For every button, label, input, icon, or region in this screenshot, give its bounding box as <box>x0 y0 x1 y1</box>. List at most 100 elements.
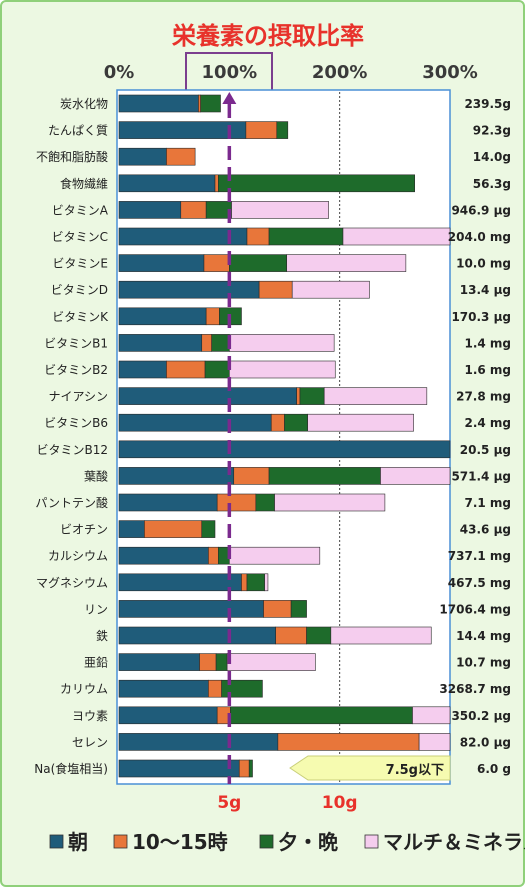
bar-segment <box>144 520 203 538</box>
bar-segment <box>276 121 289 139</box>
bar-segment <box>118 413 272 432</box>
row-label: ビタミンE <box>52 257 108 271</box>
amount-label: 737.1 mg <box>448 549 511 563</box>
bar-segment <box>203 254 230 272</box>
x-tick-labels: 0% 100% 200% 300% <box>104 62 478 83</box>
bar-segment <box>204 360 230 379</box>
bar-segment <box>274 493 386 512</box>
amount-label: 239.5g <box>464 97 511 111</box>
bar-segment <box>248 759 253 778</box>
bar-segment <box>118 653 200 671</box>
x-tick-label: 300% <box>422 62 478 83</box>
bar-segment <box>291 280 370 299</box>
bar-segment <box>226 653 316 671</box>
amount-label: 3268.7 mg <box>439 682 511 696</box>
row-label: ビタミンC <box>52 230 108 244</box>
row-label: ビタミンD <box>51 283 108 297</box>
reference-line-100 <box>222 92 237 784</box>
bar-segment <box>284 413 308 432</box>
bar-segment <box>307 413 414 432</box>
legend-swatch <box>113 834 128 849</box>
amount-label: 6.0 g <box>477 762 511 776</box>
bar-segment <box>255 493 275 512</box>
x-tick-label: 200% <box>312 62 368 83</box>
legend-swatch <box>259 834 274 849</box>
amount-label: 82.0 μg <box>460 735 511 749</box>
row-label: ビオチン <box>60 523 108 537</box>
bars <box>118 94 451 778</box>
bar-segment <box>296 387 301 405</box>
bar-segment <box>216 493 257 512</box>
bar-segment <box>215 653 228 671</box>
bar-segment <box>208 679 222 698</box>
na-axis-label: 5g <box>217 793 241 813</box>
bar-segment <box>118 147 167 166</box>
row-label: ビタミンA <box>52 203 109 217</box>
amount-labels: 239.5g 92.3g 14.0g 56.3g 946.9 μg 204.0 mg 10.… <box>439 97 511 776</box>
bar-segment <box>306 626 332 645</box>
amount-label: 10.0 mg <box>456 257 511 271</box>
amount-label: 7.1 mg <box>464 496 511 510</box>
bar-segment <box>201 520 216 538</box>
bar-segment <box>229 546 321 565</box>
bar-segment <box>118 733 279 751</box>
bar-segment <box>412 706 451 725</box>
row-label: リン <box>84 602 108 616</box>
bar-segment <box>245 121 278 139</box>
row-label: Na(食塩相当) <box>34 761 108 776</box>
row-label: ビタミンB12 <box>36 443 108 457</box>
bar-segment <box>221 679 263 698</box>
bar-segment <box>118 520 145 538</box>
bar-segment <box>418 733 451 751</box>
x-tick-label: 0% <box>104 62 135 83</box>
bar-segment <box>118 546 209 565</box>
legend-label: 朝 <box>68 830 88 854</box>
amount-label: 14.4 mg <box>456 629 511 643</box>
legend-label: 夕・晩 <box>278 830 338 854</box>
bar-segment <box>233 467 270 485</box>
amount-label: 170.3 μg <box>451 310 511 324</box>
amount-label: 43.6 μg <box>460 523 511 537</box>
bar-segment <box>342 227 451 246</box>
bar-segment <box>268 467 381 485</box>
legend-swatch <box>364 834 379 849</box>
amount-label: 571.4 μg <box>451 469 511 483</box>
bar-segment <box>264 573 269 592</box>
row-label: ビタミンB1 <box>44 336 108 350</box>
row-label: ビタミンB2 <box>44 363 108 377</box>
reference-arrowhead <box>222 92 237 104</box>
bar-segment <box>205 307 220 326</box>
chart-title: 栄養素の摂取比率 <box>171 22 364 50</box>
amount-label: 13.4 μg <box>460 283 511 297</box>
legend: 朝 10～15時 夕・晩 マルチ＆ミネラル <box>49 830 525 854</box>
amount-label: 204.0 mg <box>448 230 511 244</box>
bar-segment <box>118 360 167 379</box>
bar-segment <box>199 653 217 671</box>
x-tick-label: 100% <box>202 62 258 83</box>
bar-segment <box>286 254 407 272</box>
bar-segment <box>118 334 203 352</box>
bar-segment <box>246 227 270 246</box>
na-limit-callout: 7.5g以下 <box>289 755 451 781</box>
bar-segment <box>166 147 196 166</box>
bar-segment <box>263 600 292 618</box>
bar-segment <box>214 174 219 193</box>
row-label: ビタミンB6 <box>44 416 108 430</box>
row-label: 亜鉛 <box>84 656 108 670</box>
legend-label: 10～15時 <box>132 830 228 854</box>
bar-segment <box>118 440 451 459</box>
bar-segment <box>229 334 335 352</box>
bar-segment <box>118 493 218 512</box>
row-label: たんぱく質 <box>48 123 108 138</box>
bar-segment <box>118 280 260 299</box>
bar-segment <box>180 201 207 219</box>
row-label: ビタミンK <box>52 310 109 324</box>
bar-segment <box>230 706 413 725</box>
bar-segment <box>118 573 242 592</box>
amount-label: 1.6 mg <box>464 363 511 377</box>
bar-segment <box>118 626 276 645</box>
amount-label: 946.9 μg <box>451 203 511 217</box>
bar-segment <box>118 759 240 778</box>
bar-segment <box>118 706 218 725</box>
